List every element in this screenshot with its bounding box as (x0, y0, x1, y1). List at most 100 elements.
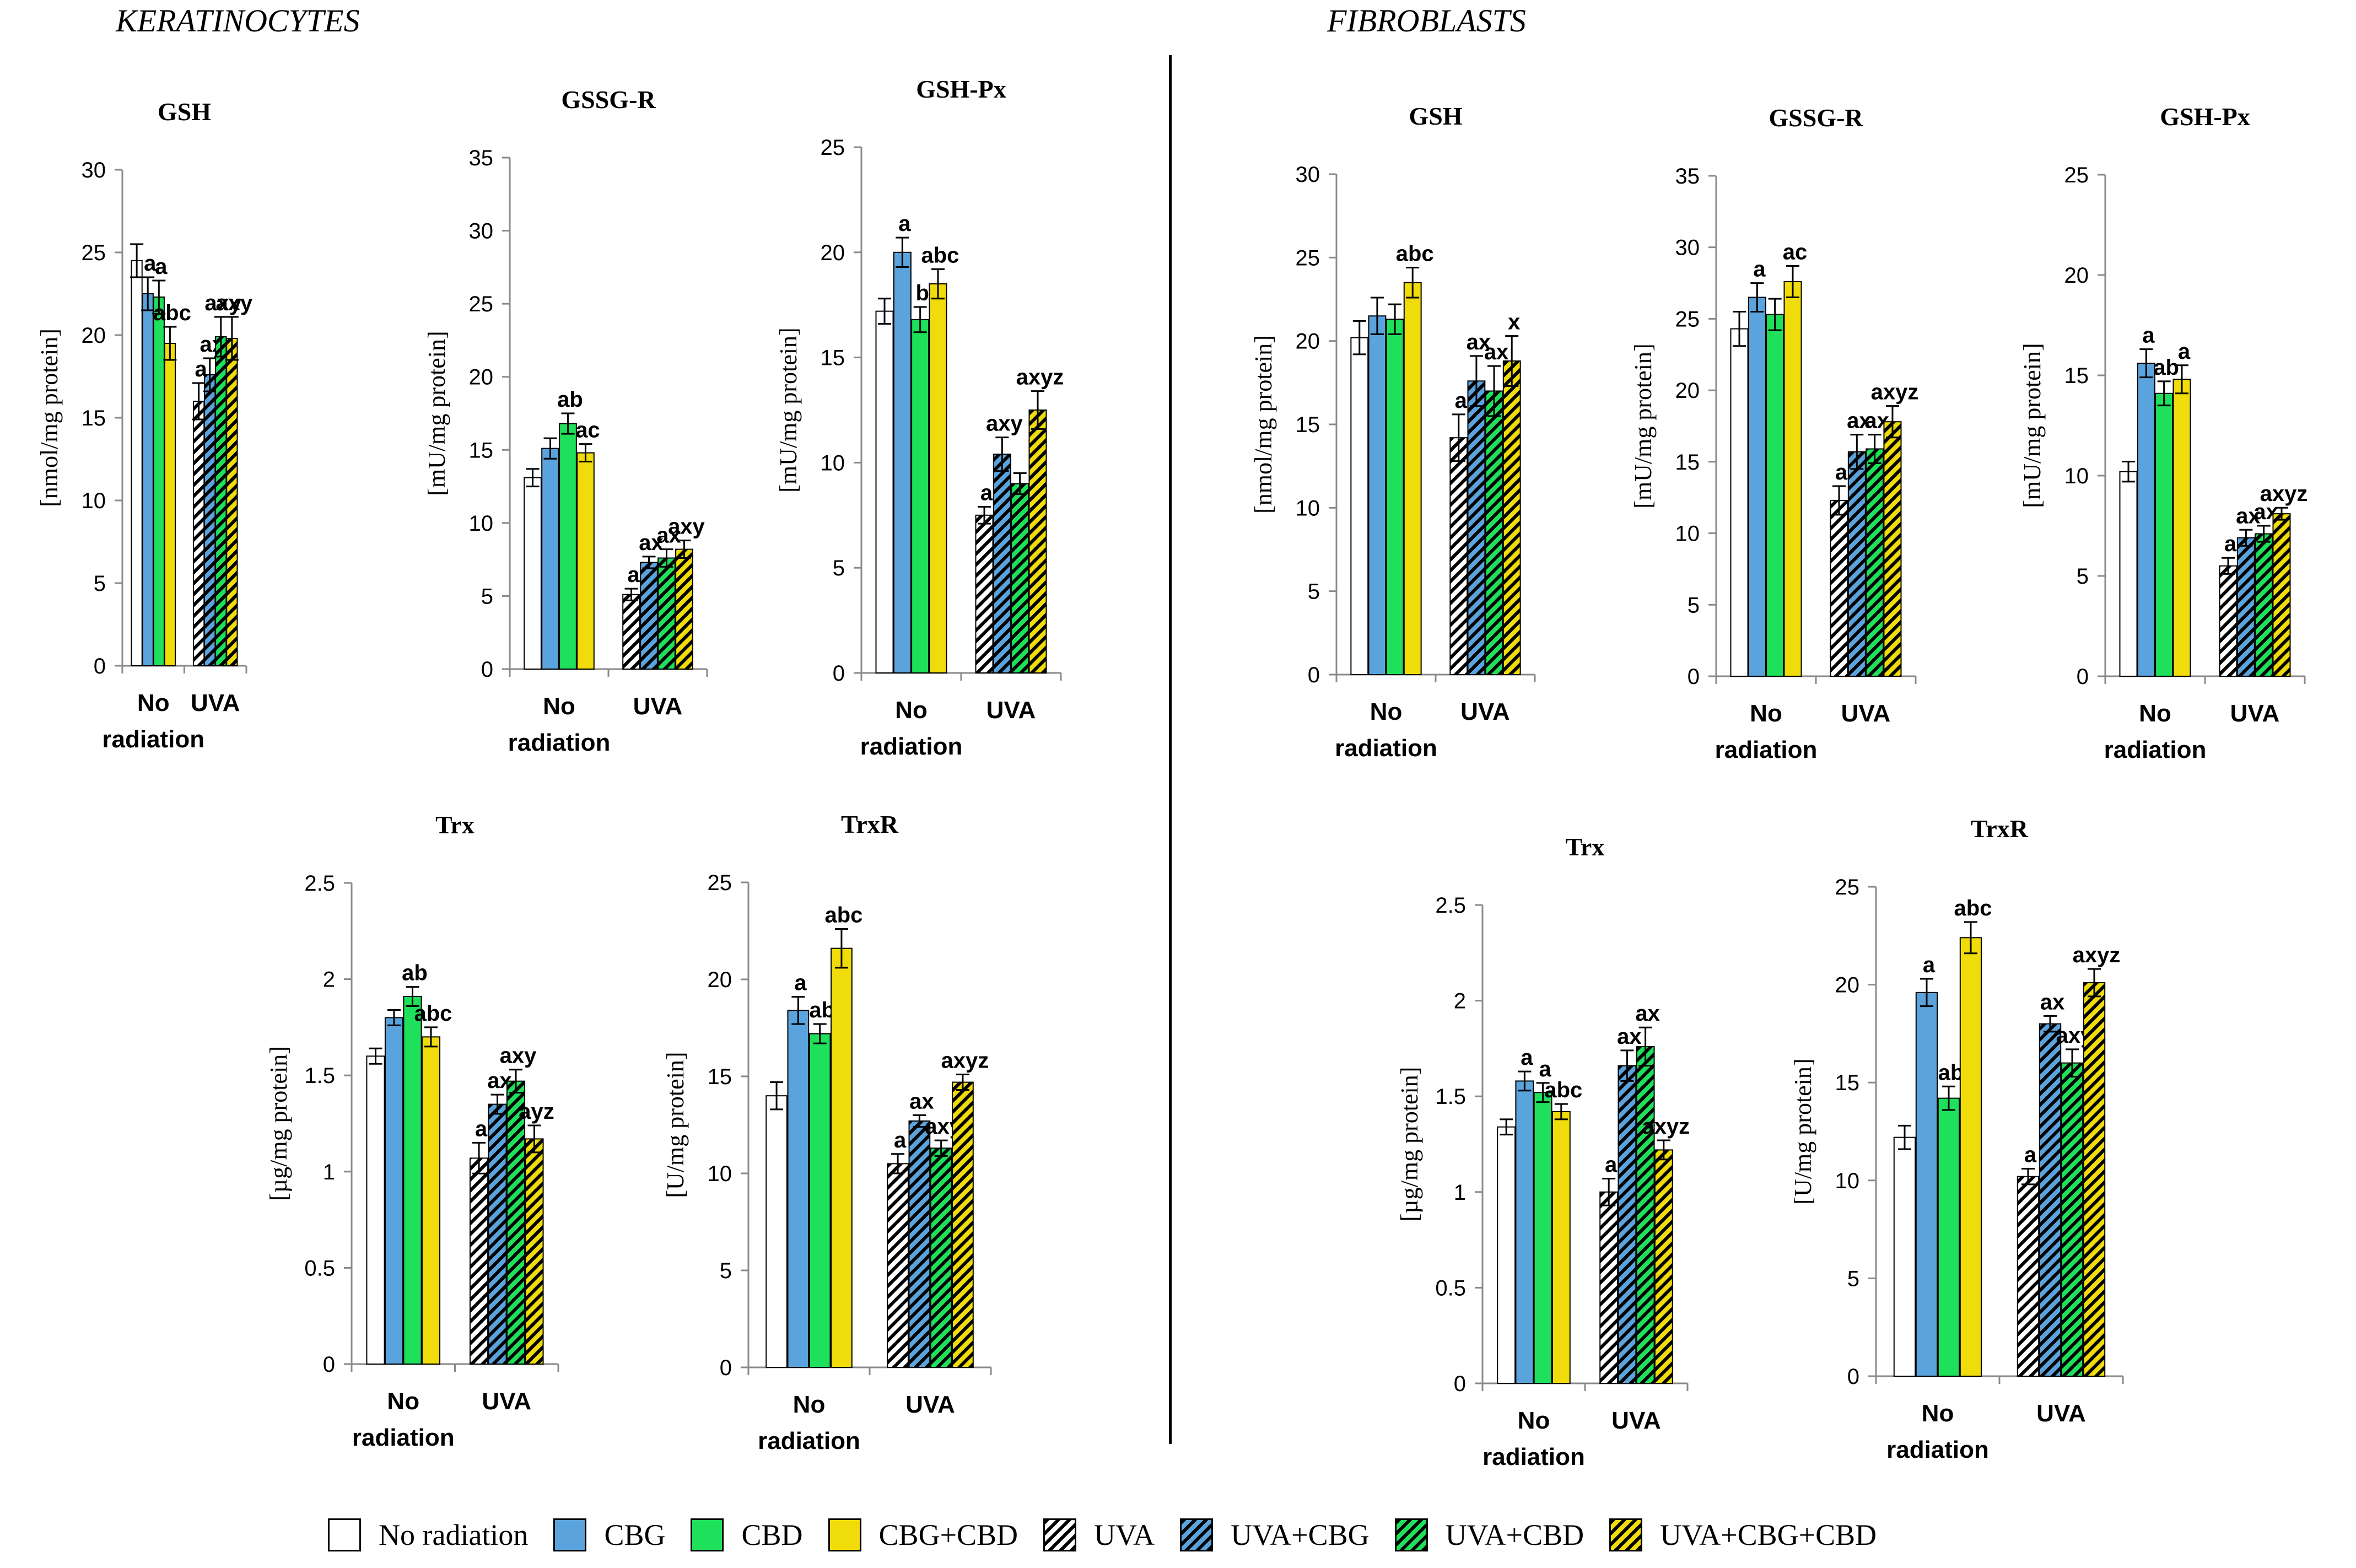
chart-title: Trx (435, 811, 475, 839)
bar (2137, 363, 2155, 677)
chart-title: GSH (1409, 102, 1462, 130)
bar (2272, 513, 2291, 677)
significance-label: a (980, 481, 993, 505)
y-tick-label: 25 (2064, 163, 2089, 187)
y-tick-label: 5 (833, 556, 845, 580)
legend-item-uva-cbd: UVA+CBD (1394, 1518, 1584, 1552)
significance-label: ax (1467, 330, 1491, 354)
y-tick-label: 5 (2077, 564, 2089, 589)
bar (1028, 409, 1047, 673)
y-tick-label: 20 (469, 365, 494, 390)
legend-item-cbd: CBD (691, 1518, 803, 1552)
bar (893, 251, 912, 673)
y-tick-label: 1 (1454, 1181, 1466, 1205)
y-tick-label: 25 (1296, 246, 1320, 270)
significance-label: axyz (2073, 943, 2121, 967)
chart-title: GSSG-R (561, 85, 656, 114)
bar (1485, 390, 1503, 675)
category-label: No (1922, 1400, 1954, 1427)
y-tick-label: 5 (94, 572, 106, 596)
y-tick-label: 25 (82, 241, 106, 265)
significance-label: ax (2040, 990, 2065, 1014)
y-tick-label: 15 (1675, 450, 1700, 475)
significance-label: a (2178, 340, 2191, 364)
bar (1866, 448, 1884, 677)
y-tick-label: 25 (821, 136, 845, 160)
bar (1654, 1149, 1673, 1384)
y-tick-label: 15 (2064, 364, 2089, 388)
bar (1937, 1097, 1960, 1377)
bar (1748, 297, 1766, 677)
legend-item-cbg-cbd: CBG+CBD (828, 1518, 1018, 1552)
bar (1385, 319, 1404, 675)
bar (1883, 421, 1902, 677)
legend-item-uva: UVA (1043, 1518, 1155, 1552)
legend-item-no-radiation: No radiation (328, 1518, 528, 1552)
y-tick-label: 10 (1675, 522, 1700, 546)
y-tick-label: 20 (1835, 973, 1860, 998)
significance-label: axy (204, 291, 241, 315)
legend-label: UVA+CBD (1445, 1518, 1584, 1551)
bar (576, 452, 595, 670)
significance-label: abc (153, 301, 191, 325)
bar (1449, 437, 1468, 675)
significance-label: ax (1617, 1025, 1642, 1049)
y-tick-label: 20 (2064, 263, 2089, 288)
bar (2119, 471, 2138, 677)
significance-label: a (1605, 1152, 1618, 1177)
bar (469, 1157, 489, 1365)
bar (1847, 451, 1866, 677)
category-label: No (543, 693, 575, 720)
bar (1915, 992, 1938, 1377)
significance-label: axyz (1642, 1114, 1690, 1139)
category-label: UVA (191, 689, 240, 716)
bar (1618, 1065, 1637, 1384)
chart-title: GSH-Px (916, 75, 1006, 103)
category-label: UVA (905, 1391, 955, 1418)
legend-item-cbg: CBG (553, 1518, 665, 1552)
bar (887, 1163, 909, 1368)
bar (1783, 281, 1802, 677)
section-divider (1169, 55, 1172, 1444)
bar (1599, 1191, 1619, 1384)
fibroblasts-title: FIBROBLASTS (1327, 3, 1526, 39)
significance-label: b (915, 281, 929, 305)
chart-title: GSH (158, 98, 211, 126)
y-tick-label: 0 (323, 1353, 335, 1377)
significance-label: a (894, 1128, 907, 1152)
y-tick-label: 1.5 (304, 1064, 335, 1088)
bar (2172, 379, 2191, 677)
category-label: UVA (1611, 1407, 1661, 1434)
bar (2083, 982, 2106, 1377)
y-tick-label: 0 (1308, 663, 1320, 687)
keratinocytes-title: KERATINOCYTES (116, 3, 360, 39)
significance-label: a (155, 255, 168, 279)
significance-label: a (144, 251, 157, 276)
bar (403, 996, 422, 1365)
legend-swatch-uva (1043, 1518, 1077, 1551)
y-axis-label: [mU/mg protein] (2019, 343, 2046, 508)
bar (1515, 1080, 1534, 1384)
significance-label: abc (824, 903, 862, 927)
legend-item-uva-cbg: UVA+CBG (1180, 1518, 1370, 1552)
legend-swatch-no-radiation (328, 1518, 361, 1551)
chart-title: GSSG-R (1769, 104, 1863, 132)
y-tick-label: 2.5 (304, 871, 335, 896)
bar (1403, 282, 1422, 675)
bar (1350, 337, 1369, 675)
significance-label: ax (2236, 504, 2261, 528)
y-tick-label: 5 (481, 584, 493, 608)
significance-label: ax (1484, 340, 1509, 364)
significance-label: a (2142, 324, 2155, 348)
y-tick-label: 20 (1296, 330, 1320, 354)
y-tick-label: 5 (1688, 593, 1700, 617)
bar (1959, 937, 1982, 1377)
significance-label: a (1521, 1046, 1533, 1070)
significance-label: a (627, 563, 640, 587)
